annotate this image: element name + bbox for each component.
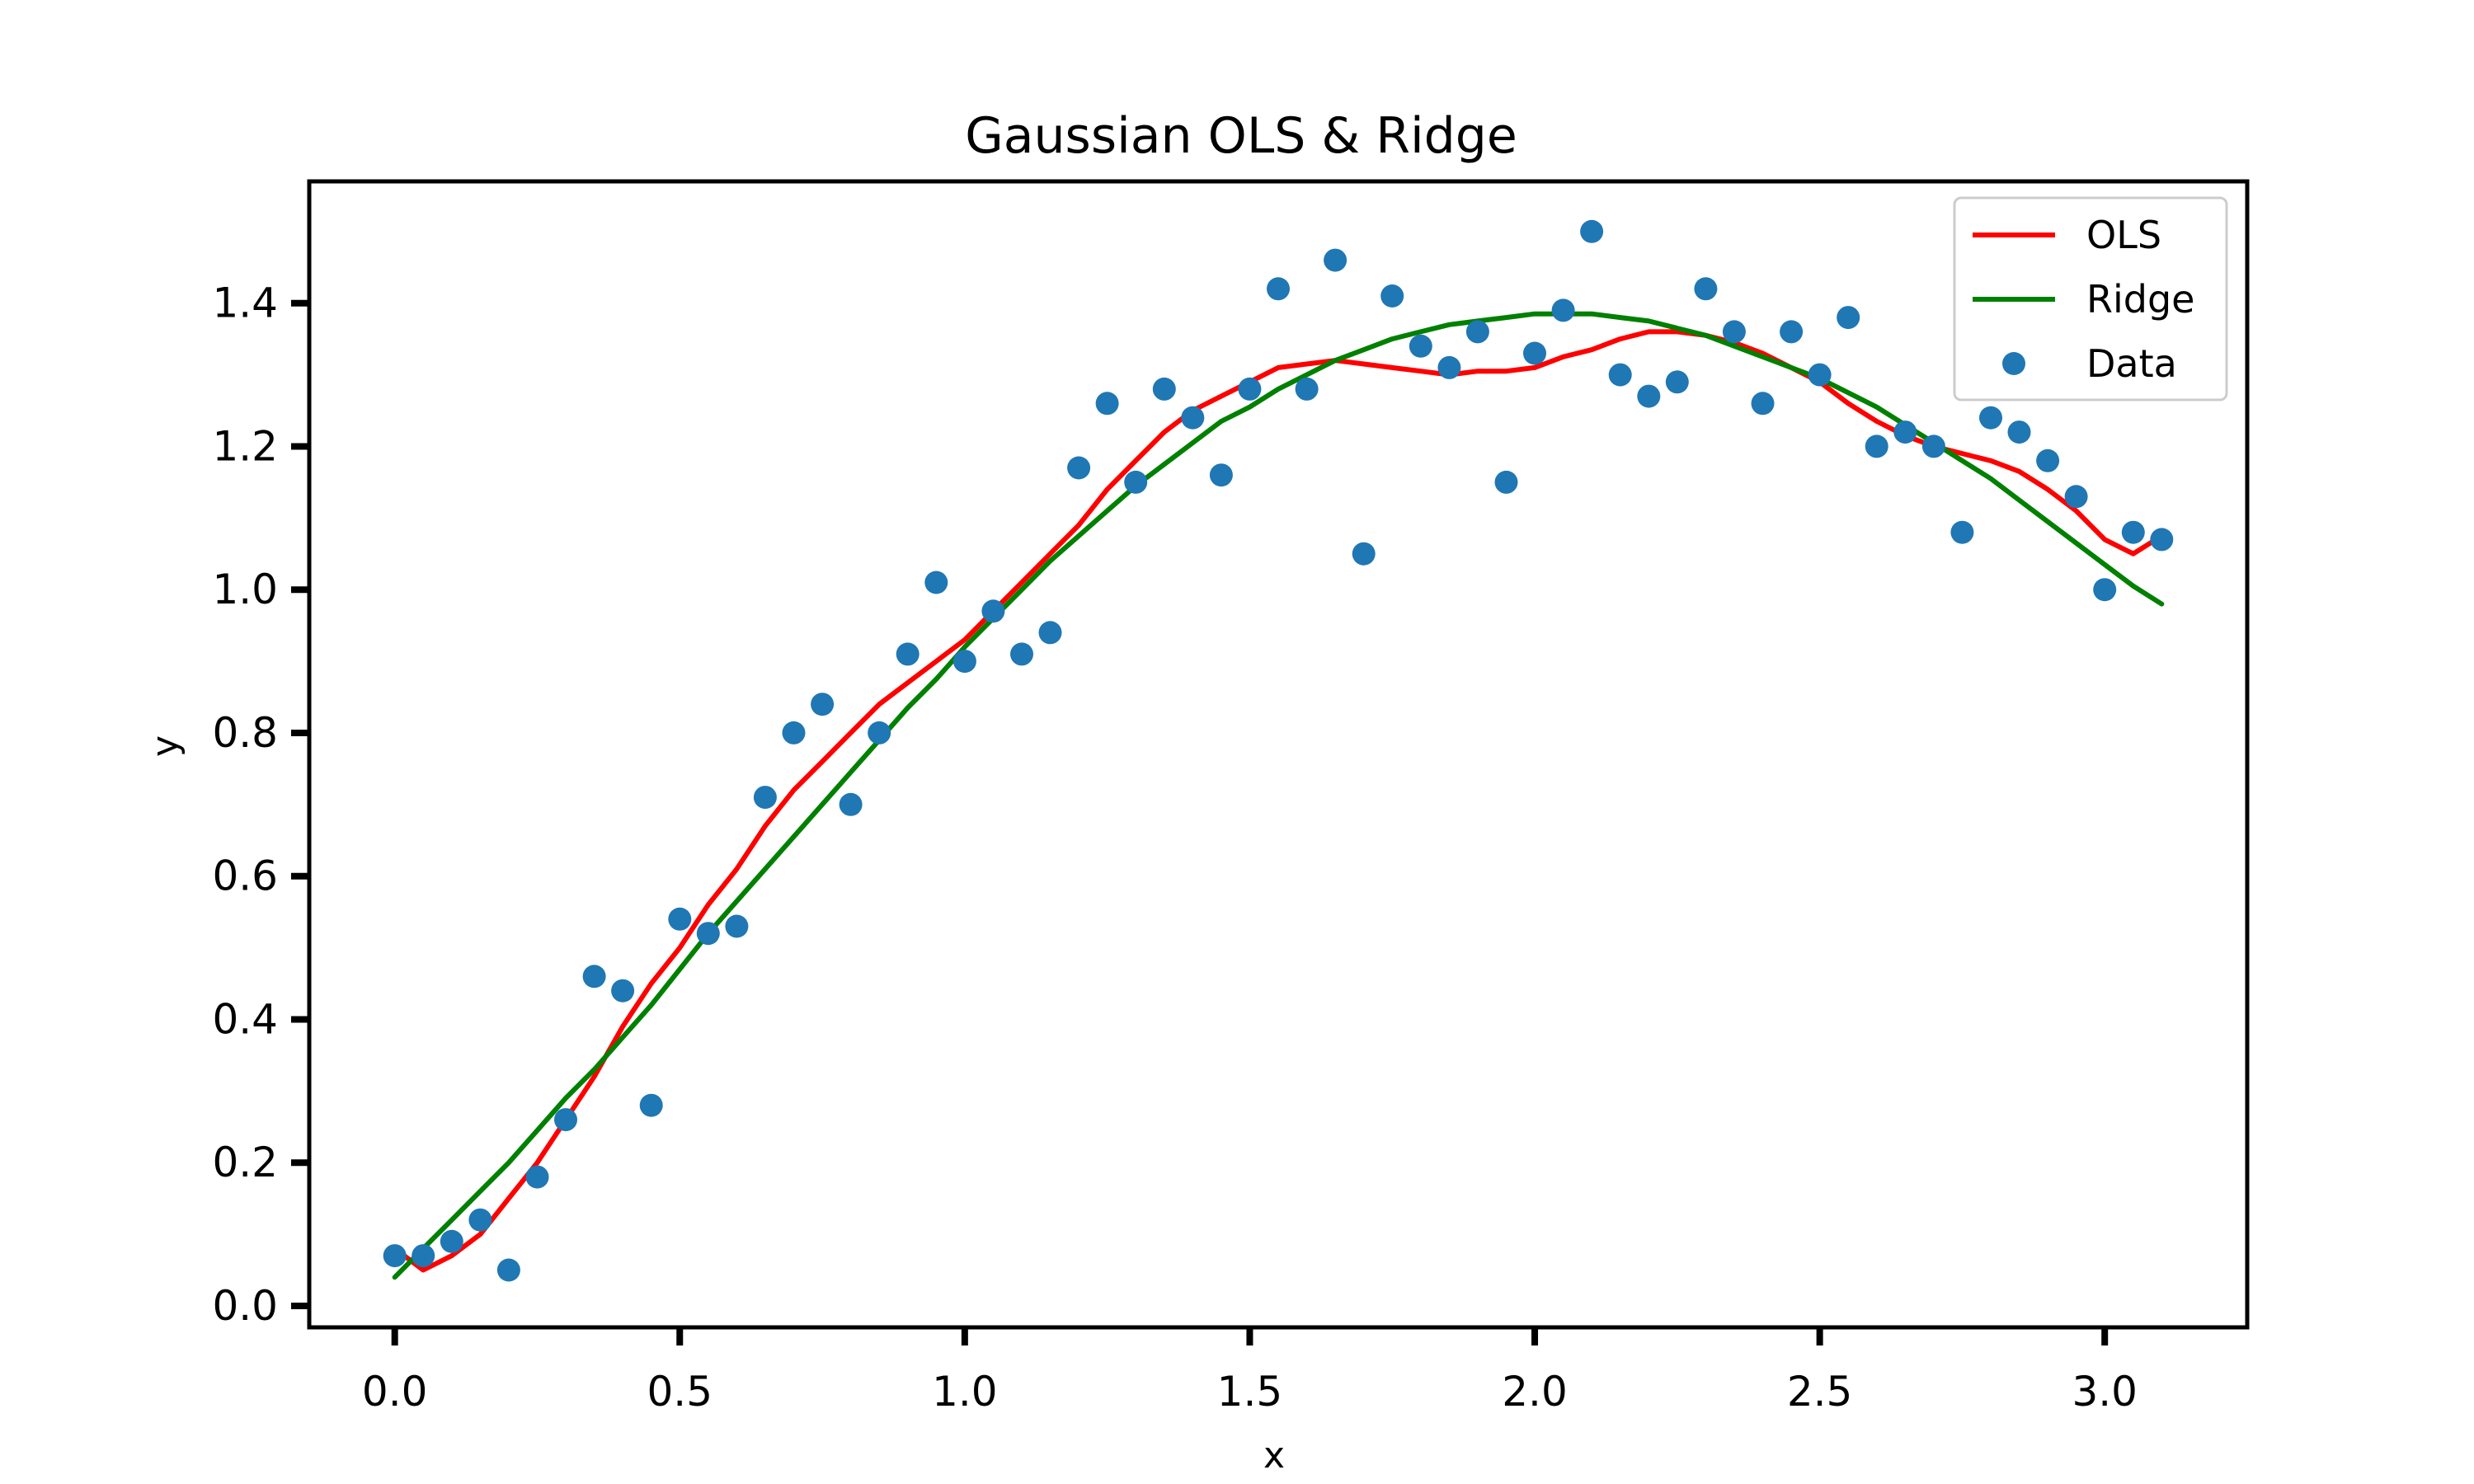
- y-tick-label: 1.2: [212, 422, 278, 470]
- x-tick-label: 1.5: [1217, 1368, 1283, 1416]
- series-layer: [383, 219, 2174, 1282]
- data-point: [1665, 370, 1689, 394]
- data-point: [1523, 341, 1546, 365]
- data-point: [496, 1258, 520, 1282]
- data-point: [582, 965, 606, 989]
- plot-border: [307, 179, 2250, 1330]
- data-point: [868, 721, 891, 744]
- data-point: [1437, 355, 1461, 379]
- data-point: [1893, 420, 1917, 444]
- data-point: [1722, 320, 1746, 344]
- data-point: [1380, 284, 1404, 308]
- data-point: [896, 642, 920, 666]
- axes-layer: 0.0 0.5 1.0 1.5 2.0 2.5 3.0 0.0 0.2 0.4 0.6 0.8 1.0 1…: [212, 279, 2138, 1416]
- data-point: [2007, 420, 2031, 444]
- data-point: [1808, 363, 1832, 387]
- data-point: [1780, 320, 1804, 344]
- data-point: [1124, 470, 1148, 494]
- data-point: [1694, 277, 1718, 301]
- data-point: [1038, 621, 1062, 645]
- data-point: [952, 650, 976, 674]
- y-axis-label: y: [144, 735, 186, 757]
- data-point: [1637, 384, 1661, 408]
- y-tick-label: 0.8: [212, 709, 278, 757]
- data-point: [1950, 520, 1974, 544]
- y-tick-label: 0.2: [212, 1139, 278, 1186]
- chart-title: Gaussian OLS & Ridge: [965, 107, 1517, 165]
- x-tick-label: 2.0: [1502, 1368, 1568, 1416]
- data-point: [725, 914, 749, 938]
- data-point: [839, 792, 863, 816]
- data-point: [696, 922, 720, 946]
- data-point: [1979, 406, 2002, 430]
- y-tick-label: 1.4: [212, 279, 278, 327]
- data-point: [525, 1165, 549, 1189]
- data-point: [1921, 434, 1945, 458]
- data-point: [811, 693, 835, 716]
- data-point: [1409, 334, 1432, 358]
- data-point: [639, 1093, 663, 1117]
- data-point: [1324, 248, 1348, 272]
- data-point: [440, 1229, 463, 1253]
- plot-area: [307, 179, 2250, 1330]
- series-line-ridge: [392, 311, 2165, 1280]
- data-point: [1865, 434, 1888, 458]
- legend: OLS Ridge Data: [1953, 196, 2228, 402]
- data-point: [611, 979, 635, 1003]
- data-point: [1152, 377, 1176, 401]
- y-tick-label: 0.0: [212, 1282, 278, 1330]
- data-point: [1608, 363, 1632, 387]
- data-point: [1067, 456, 1091, 480]
- data-point: [1209, 463, 1233, 487]
- x-tick-label: 2.5: [1787, 1368, 1853, 1416]
- y-tick-label: 0.6: [212, 852, 278, 900]
- data-point: [1295, 377, 1319, 401]
- data-point: [1267, 277, 1290, 301]
- data-point: [412, 1244, 435, 1268]
- y-tick-label: 0.4: [212, 995, 278, 1043]
- data-point: [383, 1244, 407, 1268]
- x-tick-label: 0.0: [362, 1368, 428, 1416]
- legend-swatch-data: [2002, 352, 2025, 375]
- data-point: [2093, 578, 2117, 602]
- data-point: [1465, 320, 1489, 344]
- data-point: [1181, 406, 1205, 430]
- data-point: [2150, 528, 2174, 552]
- data-point: [1010, 642, 1033, 666]
- data-point: [924, 571, 948, 594]
- data-point: [1837, 306, 1860, 330]
- data-point: [1238, 377, 1262, 401]
- data-point: [1751, 392, 1775, 416]
- data-point: [2121, 520, 2145, 544]
- data-point: [2036, 448, 2060, 472]
- data-point: [782, 721, 806, 744]
- data-point: [468, 1208, 492, 1232]
- data-point: [1580, 219, 1604, 243]
- x-tick-label: 1.0: [932, 1368, 998, 1416]
- data-point: [554, 1108, 577, 1132]
- y-tick-label: 1.0: [212, 566, 278, 613]
- series-line-ols: [392, 329, 2165, 1273]
- data-point: [1095, 392, 1119, 416]
- legend-label-ridge: Ridge: [2086, 277, 2194, 322]
- data-point: [1494, 470, 1518, 494]
- data-point: [753, 786, 777, 810]
- x-tick-label: 0.5: [647, 1368, 713, 1416]
- data-point: [1352, 542, 1376, 566]
- data-point: [981, 599, 1005, 623]
- x-axis-label: x: [1263, 1435, 1285, 1477]
- data-point: [2064, 485, 2088, 509]
- legend-label-ols: OLS: [2086, 213, 2161, 257]
- data-point: [1551, 298, 1575, 322]
- data-point: [668, 907, 692, 931]
- x-tick-label: 3.0: [2072, 1368, 2138, 1416]
- legend-box: [1953, 196, 2228, 402]
- legend-label-data: Data: [2086, 341, 2177, 386]
